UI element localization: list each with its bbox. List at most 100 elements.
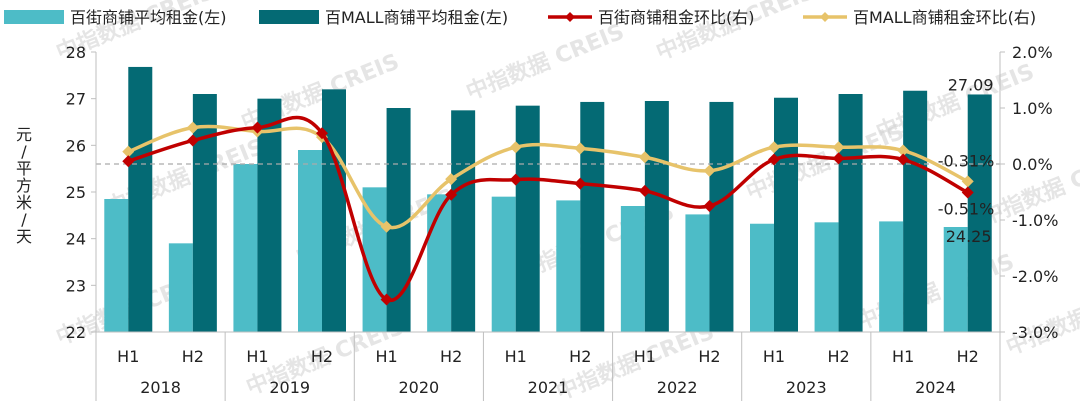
axis-title-char: 米	[16, 193, 32, 212]
legend-label: 百街商铺平均租金(左)	[70, 8, 227, 27]
legend-swatch	[4, 10, 64, 24]
legend-label: 百MALL商铺租金环比(右)	[853, 8, 1036, 27]
bar	[685, 214, 710, 332]
x-year-label: 2021	[528, 378, 569, 397]
legend: 百街商铺平均租金(左) 百MALL商铺平均租金(左) 百街商铺租金环比(右) 百MAL…	[4, 8, 1036, 27]
bar	[491, 196, 516, 332]
x-tick-label: H2	[311, 347, 333, 366]
line-point	[445, 188, 458, 201]
bar	[838, 94, 863, 332]
x-tick-label: H1	[117, 347, 139, 366]
right-tick-label: 2.0%	[1012, 43, 1053, 62]
line-point	[638, 184, 651, 197]
line-point	[768, 153, 780, 166]
line-point	[961, 186, 974, 199]
bar	[967, 94, 992, 332]
left-tick-label: 22	[66, 323, 86, 342]
line-point	[186, 121, 199, 134]
bar	[168, 243, 193, 332]
data-label: 24.25	[946, 227, 992, 246]
left-tick-label: 25	[66, 183, 86, 202]
x-tick-label: H1	[892, 347, 914, 366]
x-year-label: 2020	[398, 378, 439, 397]
bar	[750, 223, 774, 332]
bar	[903, 90, 928, 332]
x-tick-label: H1	[763, 347, 785, 366]
left-tick-label: 23	[66, 276, 86, 295]
line-point	[509, 173, 522, 186]
left-tick-label: 26	[66, 136, 86, 155]
line-point	[832, 141, 845, 154]
bar	[580, 101, 605, 332]
axis-title-char: 方	[16, 176, 32, 195]
bar	[556, 200, 581, 332]
axis-title-char: 天	[16, 227, 32, 246]
x-year-label: 2018	[140, 378, 181, 397]
line-point	[186, 134, 199, 147]
x-tick-label: H1	[634, 347, 656, 366]
bar-layer	[104, 66, 992, 333]
line-point	[574, 142, 587, 155]
x-year-label: 2022	[657, 378, 698, 397]
line-point	[122, 145, 135, 158]
data-label: 27.09	[948, 75, 994, 94]
line-point	[703, 200, 716, 212]
bar	[322, 89, 346, 332]
axis-title-char: /	[21, 142, 27, 161]
line-point	[445, 173, 458, 186]
axes-layer: 22 23 24 25 26 27 28 -3.0% -2.0% -1.0% 0.0% 1.0% 2.0…	[16, 43, 1058, 401]
bar	[879, 221, 904, 332]
line-point	[380, 293, 393, 306]
bar	[257, 98, 282, 333]
line-point	[316, 127, 328, 140]
right-tick-label: -3.0%	[1012, 323, 1058, 342]
bar	[774, 97, 798, 332]
x-tick-label: H2	[182, 347, 204, 366]
left-tick-label: 24	[66, 230, 86, 249]
line-point	[122, 155, 135, 168]
x-tick-label: H2	[440, 347, 462, 366]
line-point	[703, 164, 716, 177]
x-year-label: 2019	[269, 378, 310, 397]
bar	[298, 150, 322, 332]
data-label: -0.31%	[938, 151, 995, 170]
line-point	[509, 141, 522, 154]
right-tick-label: 1.0%	[1012, 99, 1053, 118]
bar	[233, 164, 258, 332]
legend-label: 百街商铺租金环比(右)	[598, 8, 755, 27]
series-line	[127, 124, 969, 230]
line-point	[897, 144, 910, 157]
x-year-label: 2023	[786, 378, 827, 397]
axis-title-char: /	[21, 210, 27, 229]
bar	[427, 194, 452, 332]
line-point	[961, 175, 974, 188]
line-point	[251, 121, 264, 134]
bar	[515, 105, 540, 333]
line-point	[574, 177, 587, 190]
legend-swatch	[259, 10, 319, 24]
left-axis-title: 元/平方米/天	[16, 125, 32, 246]
x-tick-label: H1	[505, 347, 527, 366]
bar	[814, 222, 839, 332]
watermark-text: 中指数据 CREIS	[853, 249, 1018, 336]
line-point	[832, 152, 845, 165]
left-tick-label: 27	[66, 90, 86, 109]
bar	[709, 101, 734, 332]
bar	[451, 110, 476, 332]
data-label: -0.51%	[938, 200, 995, 219]
line-layer	[122, 115, 974, 306]
line-point	[768, 141, 780, 154]
x-tick-label: H2	[569, 347, 591, 366]
line-point	[638, 151, 651, 164]
right-tick-label: -2.0%	[1012, 267, 1058, 286]
x-tick-label: H1	[375, 347, 397, 366]
bar	[644, 101, 669, 332]
legend-marker	[820, 12, 830, 22]
x-tick-label: H2	[957, 347, 979, 366]
data-labels: 27.09 24.25 -0.31% -0.51%	[938, 75, 995, 246]
watermark-text: 中指数据 CREIS	[463, 19, 628, 106]
bar	[943, 227, 968, 332]
x-year-label: 2024	[915, 378, 956, 397]
